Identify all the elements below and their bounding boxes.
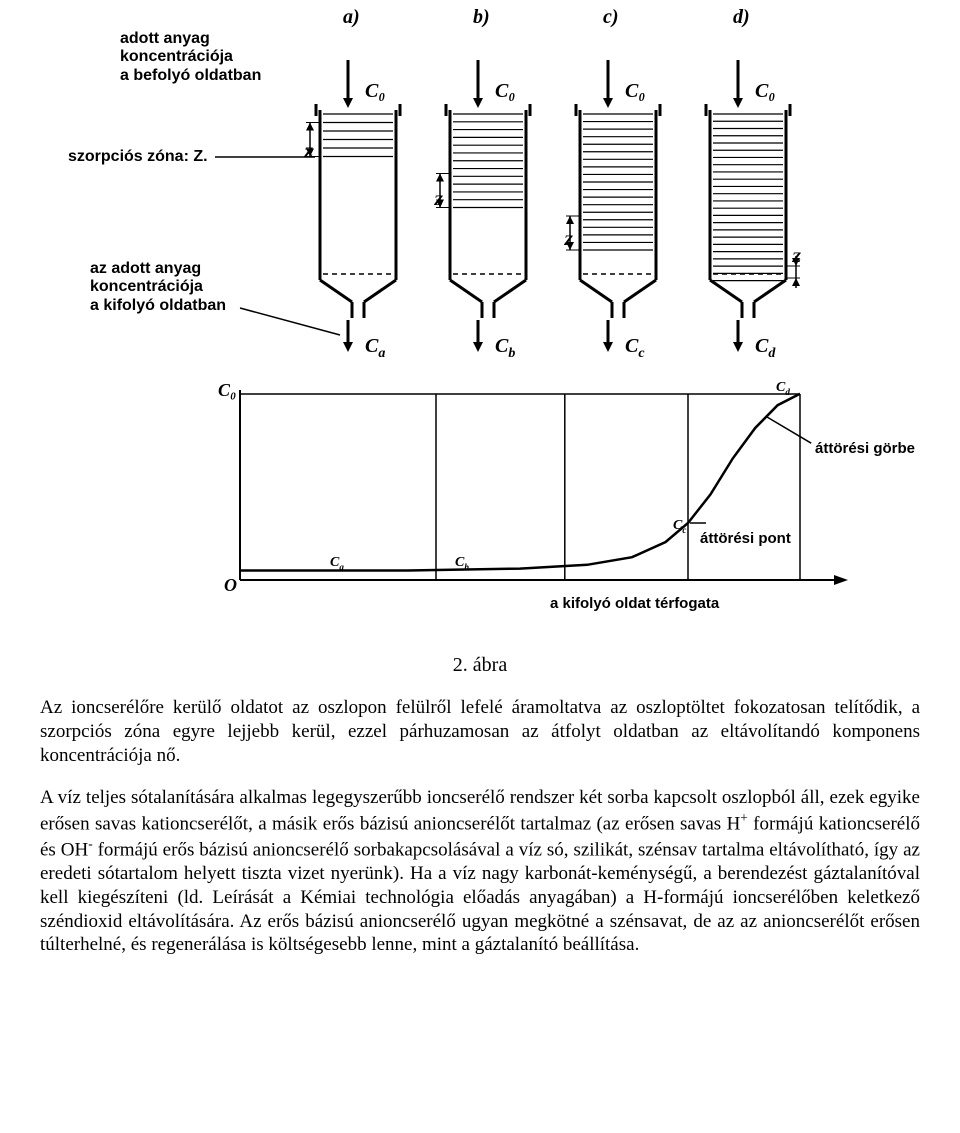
paragraph-1: Az ioncserélőre kerülő oldatot az oszlop…: [40, 696, 920, 767]
p2-sup1: +: [740, 810, 748, 825]
p2-post: formájú erős bázisú anioncserélő sorbaka…: [40, 839, 920, 955]
label-c0-d: C₀: [755, 80, 775, 103]
chart-x-label: a kifolyó oldat térfogata: [550, 595, 719, 612]
chart-cb: Cb: [455, 555, 469, 572]
chart-ca: Ca: [330, 555, 344, 572]
z-label-b: Z: [434, 193, 443, 210]
chart-cc: Cc: [673, 518, 686, 535]
z-label-d: Z: [792, 250, 801, 267]
chart-y-c0: C₀: [218, 380, 236, 401]
chart-origin: O: [224, 575, 237, 596]
figure-caption: 2. ábra: [40, 654, 920, 677]
label-cc: Cc: [625, 335, 645, 362]
label-c0-a: C₀: [365, 80, 385, 103]
label-c0-b: C₀: [495, 80, 515, 103]
chart-curve-label: áttörési görbe: [815, 440, 915, 457]
z-label-a: Z: [304, 145, 313, 162]
label-c0-c: C₀: [625, 80, 645, 103]
paragraph-2: A víz teljes sótalanítására alkalmas leg…: [40, 786, 920, 957]
label-cd: Cd: [755, 335, 775, 362]
figure-2-diagram: a) b) c) d) adott anyag koncentrációja a…: [40, 0, 920, 640]
label-ca: Ca: [365, 335, 385, 362]
z-label-c: Z: [564, 233, 573, 250]
chart-point-label: áttörési pont: [700, 530, 791, 547]
label-cb: Cb: [495, 335, 515, 362]
chart-cd: Cd: [776, 380, 790, 397]
